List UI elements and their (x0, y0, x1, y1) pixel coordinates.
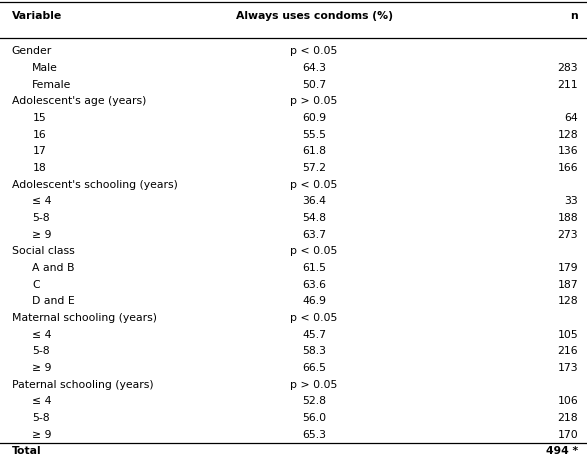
Text: 58.3: 58.3 (302, 346, 326, 356)
Text: 63.7: 63.7 (302, 230, 326, 240)
Text: p < 0.05: p < 0.05 (291, 246, 338, 256)
Text: p < 0.05: p < 0.05 (291, 46, 338, 56)
Text: 188: 188 (558, 213, 578, 223)
Text: 15: 15 (32, 113, 46, 123)
Text: D and E: D and E (32, 296, 75, 306)
Text: 494 *: 494 * (546, 446, 578, 456)
Text: 64: 64 (565, 113, 578, 123)
Text: Total: Total (12, 446, 41, 456)
Text: 5-8: 5-8 (32, 213, 50, 223)
Text: 5-8: 5-8 (32, 413, 50, 423)
Text: 179: 179 (558, 263, 578, 273)
Text: 65.3: 65.3 (302, 430, 326, 439)
Text: 46.9: 46.9 (302, 296, 326, 306)
Text: 218: 218 (558, 413, 578, 423)
Text: 64.3: 64.3 (302, 63, 326, 73)
Text: 106: 106 (558, 396, 578, 406)
Text: 50.7: 50.7 (302, 80, 326, 90)
Text: 128: 128 (558, 130, 578, 139)
Text: 63.6: 63.6 (302, 280, 326, 290)
Text: 187: 187 (558, 280, 578, 290)
Text: p < 0.05: p < 0.05 (291, 313, 338, 323)
Text: p < 0.05: p < 0.05 (291, 180, 338, 190)
Text: 60.9: 60.9 (302, 113, 326, 123)
Text: Adolescent's age (years): Adolescent's age (years) (12, 96, 146, 106)
Text: Adolescent's schooling (years): Adolescent's schooling (years) (12, 180, 178, 190)
Text: 173: 173 (558, 363, 578, 373)
Text: p > 0.05: p > 0.05 (291, 380, 338, 389)
Text: 16: 16 (32, 130, 46, 139)
Text: Male: Male (32, 63, 58, 73)
Text: A and B: A and B (32, 263, 75, 273)
Text: 45.7: 45.7 (302, 329, 326, 340)
Text: ≥ 9: ≥ 9 (32, 430, 52, 439)
Text: C: C (32, 280, 40, 290)
Text: 56.0: 56.0 (302, 413, 326, 423)
Text: ≤ 4: ≤ 4 (32, 197, 52, 206)
Text: 57.2: 57.2 (302, 163, 326, 173)
Text: 55.5: 55.5 (302, 130, 326, 139)
Text: 61.8: 61.8 (302, 146, 326, 156)
Text: Maternal schooling (years): Maternal schooling (years) (12, 313, 157, 323)
Text: Female: Female (32, 80, 72, 90)
Text: Gender: Gender (12, 46, 52, 56)
Text: 61.5: 61.5 (302, 263, 326, 273)
Text: 283: 283 (558, 63, 578, 73)
Text: 54.8: 54.8 (302, 213, 326, 223)
Text: p > 0.05: p > 0.05 (291, 96, 338, 106)
Text: 136: 136 (558, 146, 578, 156)
Text: 273: 273 (558, 230, 578, 240)
Text: ≤ 4: ≤ 4 (32, 329, 52, 340)
Text: 128: 128 (558, 296, 578, 306)
Text: 5-8: 5-8 (32, 346, 50, 356)
Text: ≥ 9: ≥ 9 (32, 363, 52, 373)
Text: Paternal schooling (years): Paternal schooling (years) (12, 380, 153, 389)
Text: 36.4: 36.4 (302, 197, 326, 206)
Text: 66.5: 66.5 (302, 363, 326, 373)
Text: 33: 33 (565, 197, 578, 206)
Text: 166: 166 (558, 163, 578, 173)
Text: 52.8: 52.8 (302, 396, 326, 406)
Text: Always uses condoms (%): Always uses condoms (%) (235, 11, 393, 22)
Text: 105: 105 (558, 329, 578, 340)
Text: 170: 170 (558, 430, 578, 439)
Text: Social class: Social class (12, 246, 75, 256)
Text: n: n (571, 11, 578, 22)
Text: 18: 18 (32, 163, 46, 173)
Text: ≤ 4: ≤ 4 (32, 396, 52, 406)
Text: 17: 17 (32, 146, 46, 156)
Text: Variable: Variable (12, 11, 62, 22)
Text: ≥ 9: ≥ 9 (32, 230, 52, 240)
Text: 216: 216 (558, 346, 578, 356)
Text: 211: 211 (558, 80, 578, 90)
